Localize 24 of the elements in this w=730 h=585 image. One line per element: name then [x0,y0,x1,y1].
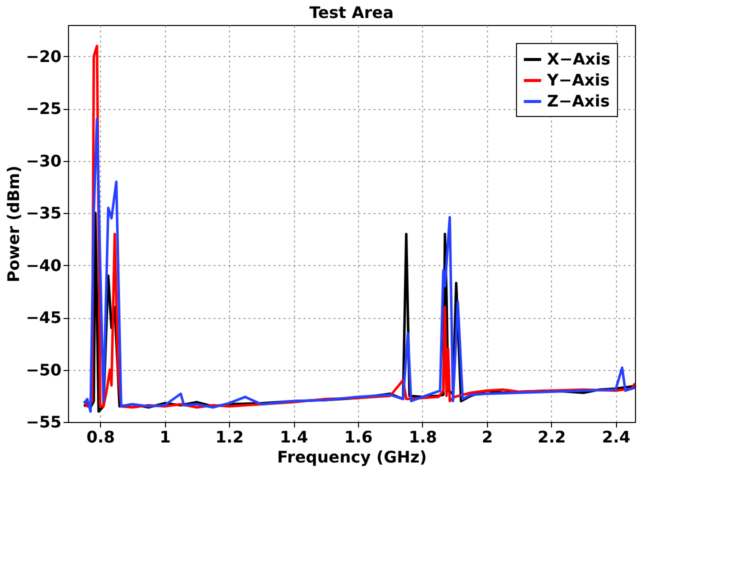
legend-label: X−Axis [547,50,610,68]
y-axis-title: Power (dBm) [4,166,23,282]
x-tick-label: 2 [482,428,493,446]
y-tick-label: −30 [26,151,62,170]
line-series [82,118,635,413]
x-tick-label: 1.6 [344,428,373,446]
x-axis-title: Frequency (GHz) [277,448,427,466]
y-tick-label: −50 [26,360,62,380]
y-tick-label: −45 [26,308,62,328]
x-tick-label: 2.2 [538,428,566,446]
x-tick-label: 1.4 [280,428,308,446]
x-tick-label: 1 [160,428,171,446]
legend-label: Y−Axis [546,70,610,90]
x-tick-label: 2.4 [602,428,630,446]
y-tick-label: −55 [26,412,62,432]
x-tick-label: 1.2 [215,428,244,446]
y-tick-label: −25 [26,99,62,118]
chart-title: Test Area [309,3,394,22]
y-tick-label: −20 [26,46,62,66]
x-tick-label: 1.8 [408,428,438,446]
y-tick-label: −35 [26,204,62,223]
y-tick-label: −40 [26,256,62,275]
legend-label: Z−Axis [547,92,610,110]
x-tick-label: 0.8 [86,428,115,446]
